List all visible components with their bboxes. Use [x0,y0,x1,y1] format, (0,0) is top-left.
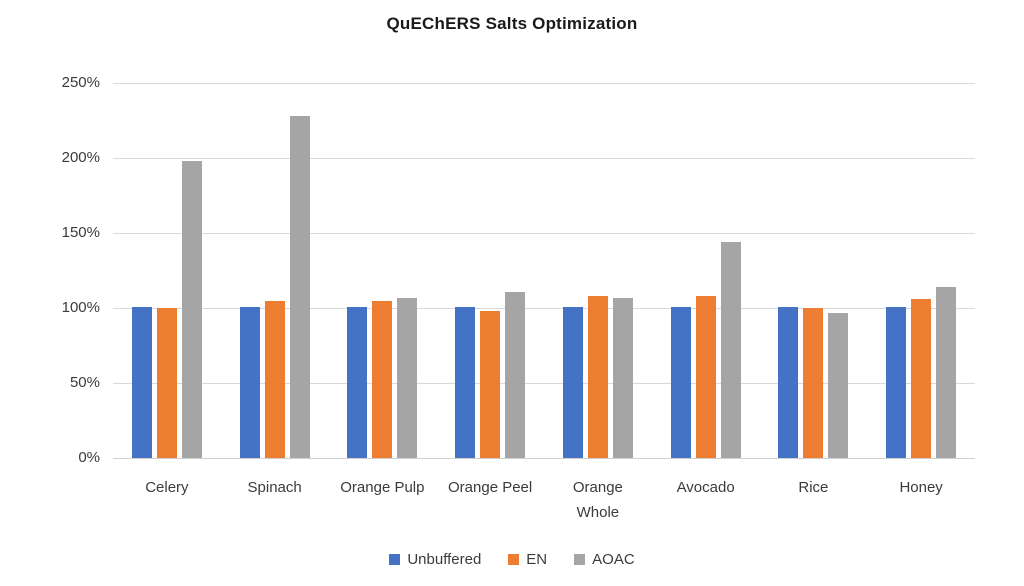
legend-label: Unbuffered [407,550,482,568]
gridline [113,308,975,309]
bar-unbuffered-honey [886,306,907,458]
bar-unbuffered-orange-peel [455,306,476,458]
gridline [113,83,975,84]
x-axis-label: Rice [798,479,829,496]
legend-swatch-aoac [574,553,586,565]
bar-unbuffered-avocado [670,306,691,458]
x-axis-label: Honey [899,479,943,496]
legend-label: AOAC [592,550,635,568]
x-axis-label: Orange Peel [448,479,533,496]
legend: Unbuffered EN AOAC [0,548,1024,570]
y-tick-label: 100% [61,299,100,316]
gridline [113,233,975,234]
x-axis-label: Avocado [676,479,735,496]
y-tick-label: 50% [69,374,100,391]
legend-swatch-unbuffered [389,553,401,565]
bar-en-avocado [695,296,716,458]
bar-aoac-orange-peel [505,291,526,458]
bar-unbuffered-orange-pulp [347,306,368,458]
bar-unbuffered-spinach [239,306,260,458]
x-axis-label: Celery [145,479,189,496]
bar-en-orange-pulp [372,300,393,458]
x-axis-label: Orange Pulp [340,479,425,496]
bar-aoac-orange-whole [612,297,633,458]
legend-item-unbuffered: Unbuffered [389,551,481,568]
bar-aoac-honey [936,287,957,458]
x-axis-label: Orange Whole [572,479,623,521]
y-tick-label: 150% [61,224,100,241]
x-axis-line [113,458,975,459]
bar-en-celery [156,308,177,458]
bar-aoac-orange-pulp [397,297,418,458]
bar-en-rice [803,308,824,458]
bar-en-spinach [264,300,285,458]
y-tick-label: 0% [78,449,100,466]
legend-item-en: EN [508,551,547,568]
chart-title: QuEChERS Salts Optimization [386,14,638,33]
gridline [113,158,975,159]
y-tick-label: 250% [61,74,100,91]
gridline [113,383,975,384]
bar-aoac-rice [828,312,849,458]
bar-en-honey [911,299,932,458]
bar-en-orange-peel [480,311,501,458]
x-axis-label: Spinach [247,479,302,496]
bar-en-orange-whole [587,296,608,458]
bar-unbuffered-orange-whole [562,306,583,458]
bar-unbuffered-celery [131,306,152,458]
legend-item-aoac: AOAC [574,551,635,568]
legend-label: EN [526,550,548,568]
y-tick-label: 200% [61,149,100,166]
bar-unbuffered-rice [778,306,799,458]
legend-swatch-en [508,553,520,565]
bar-aoac-avocado [720,242,741,458]
bar-aoac-spinach [289,116,310,458]
bar-aoac-celery [181,161,202,458]
